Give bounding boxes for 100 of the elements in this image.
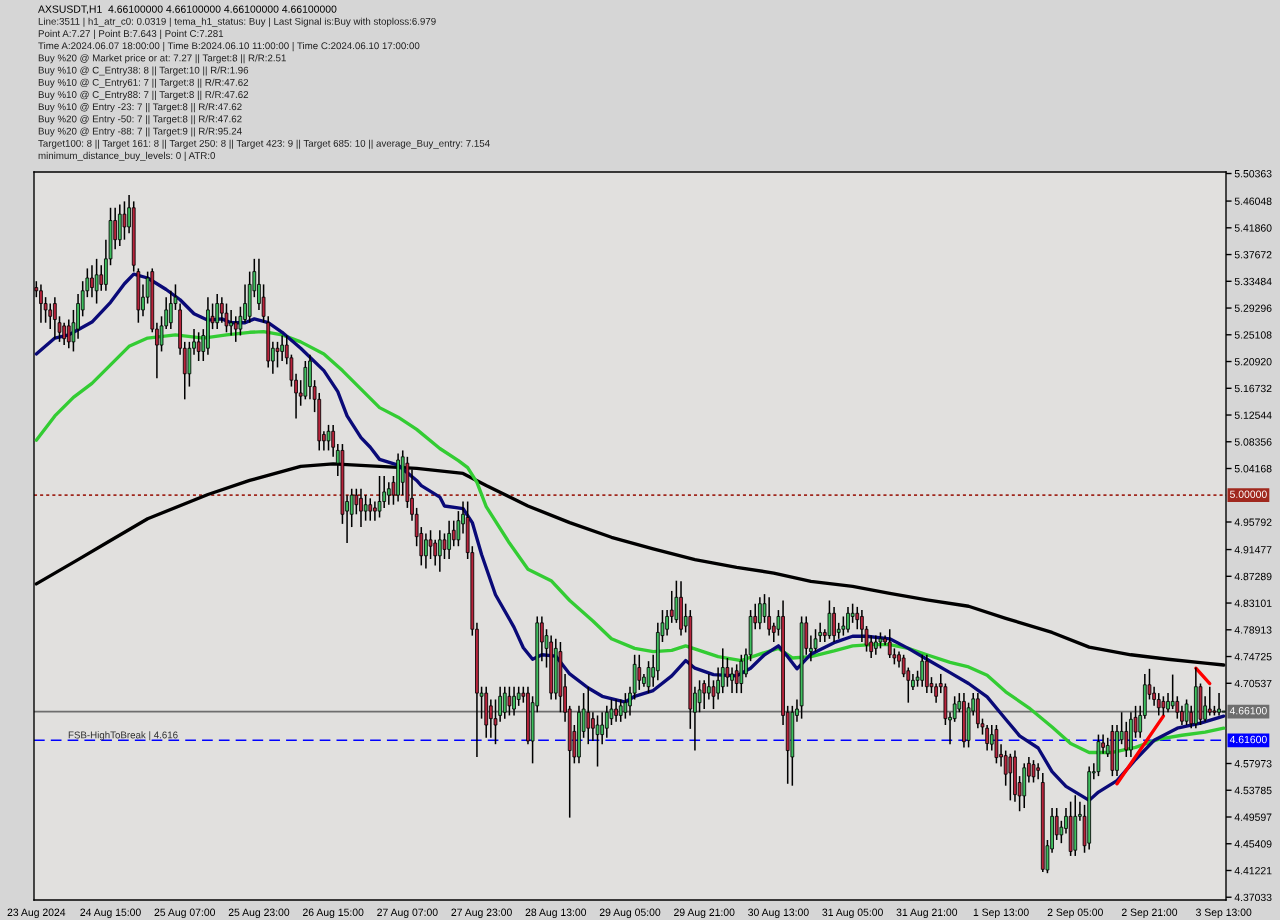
candlestick [48,302,53,330]
y-tick-label: 4.95792 [1234,518,1272,526]
candlestick [1156,692,1161,717]
candlestick [1003,749,1008,787]
text: Buy %10 @ C_Entry38: 8 || Target:10 || R/R:1.96 [38,66,249,76]
candlestick [725,657,730,688]
text: Buy %10 @ Entry -23: 7 || Target:8 || R/R:47.62 [38,103,242,113]
candlestick [1170,673,1175,710]
candlestick [841,615,846,637]
candlestick [1207,685,1212,717]
candlestick [887,628,892,659]
x-tick-label: 27 Aug 23:00 [451,908,512,919]
candlestick [442,532,447,560]
candlestick [94,258,99,305]
candlestick [363,494,368,522]
candlestick [618,698,623,723]
y-tick-label: 4.83101 [1234,599,1272,607]
candlestick [516,685,521,707]
x-tick-label: 31 Aug 21:00 [896,908,958,919]
y-tick-label: 4.49597 [1234,813,1272,821]
line-series [34,329,1226,755]
candlestick [1184,698,1189,726]
candlestick [326,424,331,452]
text: Buy %20 @ Entry -88: 7 || Target:9 || R/R:95.24 [38,127,242,137]
x-tick-label: 25 Aug 07:00 [154,908,216,919]
y-tick-label: 4.91477 [1234,546,1272,554]
y-tick-label: 4.70537 [1234,679,1272,688]
text: Point A:7.27 | Point B:7.643 | Point C:7.281 [38,29,224,39]
y-tick-label: 5.04168 [1234,465,1272,473]
candlestick [1031,759,1036,784]
candlestick [586,685,591,745]
candlestick [368,497,373,522]
candlestick [734,663,739,694]
candlestick [739,654,744,694]
y-tick-label: 5.46048 [1234,197,1272,205]
y-tick-label: 4.53785 [1234,786,1272,795]
candlestick [507,685,512,717]
x-tick-label: 3 Sep 13:00 [1195,908,1252,919]
candlestick [901,654,906,678]
candlestick [952,695,957,723]
candlestick [354,487,359,516]
x-tick-label: 23 Aug 2024 [7,908,66,919]
candlestick [1161,695,1166,717]
text: Time A:2024.06.07 18:00:00 | Time B:2024.06.10 11:00:00 | Time C:2024.06.10 17:00:00 [38,42,420,52]
x-tick-label: 28 Aug 13:00 [525,908,587,919]
y-tick-label: 5.50363 [1234,170,1272,178]
text: minimum_distance_buy_levels: 0 | ATR:0 [38,151,216,161]
x-tick-label: 2 Sep 05:00 [1047,908,1103,919]
x-tick-label: 29 Aug 21:00 [674,908,735,919]
y-tick-label: 4.41221 [1234,866,1272,875]
candlestick [1175,695,1180,720]
y-tick-label: 5.29296 [1234,304,1272,312]
y-tick-label: 5.20920 [1234,358,1272,366]
ref-line-label: 4.66100 [1229,707,1267,715]
y-tick-label: 5.08356 [1234,438,1272,446]
y-tick-label: 4.37033 [1234,893,1272,902]
candlestick [855,606,860,631]
candlestick [451,519,456,547]
x-tick-label: 30 Aug 13:00 [748,908,809,919]
text: Line:3511 | h1_atr_c0: 0.0319 | tema_h1_status: Buy | Last Signal is:Buy with stoploss:6.979 [38,17,436,27]
text: Buy %20 @ Entry -50: 7 || Target:8 || R/R:47.62 [38,115,242,125]
candlestick [827,599,832,640]
candlestick [275,341,280,369]
x-tick-label: 31 Aug 05:00 [822,908,883,919]
text: Buy %20 @ Market price or at: 7.27 || Target:8 || R/R:2.51 [38,54,286,64]
x-tick-label: 25 Aug 23:00 [228,908,290,919]
y-tick-label: 5.41860 [1234,224,1272,232]
candlestick [595,714,600,768]
x-tick-label: 27 Aug 07:00 [377,908,438,919]
text: Buy %10 @ C_Entry88: 7 || Target:8 || R/R:47.62 [38,90,249,100]
y-tick-label: 4.74725 [1234,653,1272,661]
text: Buy %10 @ C_Entry61: 7 || Target:8 || R/R:47.62 [38,78,249,88]
annotation: FSB-HighToBreak | 4.616 [68,731,178,741]
candlestick [637,654,642,691]
candlestick [233,315,238,343]
candlestick [623,692,628,720]
ref-line-label: 5.00000 [1229,490,1267,498]
y-tick-label: 4.87289 [1234,572,1272,581]
y-tick-label: 4.57973 [1234,760,1272,768]
candlestick [1008,752,1013,802]
y-tick-label: 4.45409 [1234,840,1272,848]
candlestick [1124,721,1129,758]
candlestick [122,200,127,241]
y-tick-label: 5.16732 [1234,384,1272,393]
x-tick-label: 29 Aug 05:00 [599,908,661,919]
y-tick-label: 4.78913 [1234,626,1272,634]
candlestick [720,647,725,694]
chart-title: AXSUSDT,H1 4.66100000 4.66100000 4.66100000 4.66100000 [38,5,337,15]
candlestick [502,685,507,720]
x-tick-label: 2 Sep 21:00 [1121,908,1178,919]
x-tick-label: 1 Sep 13:00 [973,908,1029,919]
y-tick-label: 5.25108 [1234,331,1272,339]
candlestick [456,510,461,547]
y-tick-label: 5.37672 [1234,251,1272,259]
candlestick [377,475,382,519]
ref-line-label: 4.61600 [1229,735,1267,744]
candlestick [1059,820,1064,844]
y-tick-label: 5.12544 [1234,411,1272,419]
text: Target100: 8 || Target 161: 8 || Target 250: 8 || Target 423: 9 || Target 685: 10 || average_Buy_entry: 7.154 [38,139,490,149]
x-tick-label: 26 Aug 15:00 [302,908,364,919]
